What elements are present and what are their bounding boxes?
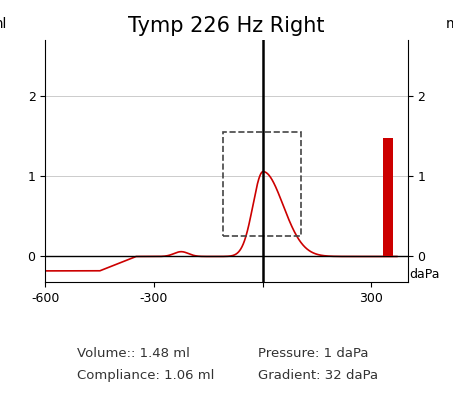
Text: ml: ml: [446, 17, 453, 31]
Title: Tymp 226 Hz Right: Tymp 226 Hz Right: [128, 16, 325, 36]
Text: Volume:: 1.48 ml: Volume:: 1.48 ml: [77, 347, 190, 359]
Text: Pressure: 1 daPa: Pressure: 1 daPa: [258, 347, 369, 359]
Bar: [223, 132, 301, 237]
Text: ml: ml: [0, 17, 7, 31]
Text: daPa: daPa: [410, 268, 440, 281]
Bar: [383, 138, 393, 256]
Text: Compliance: 1.06 ml: Compliance: 1.06 ml: [77, 369, 214, 382]
Text: Gradient: 32 daPa: Gradient: 32 daPa: [258, 369, 378, 382]
